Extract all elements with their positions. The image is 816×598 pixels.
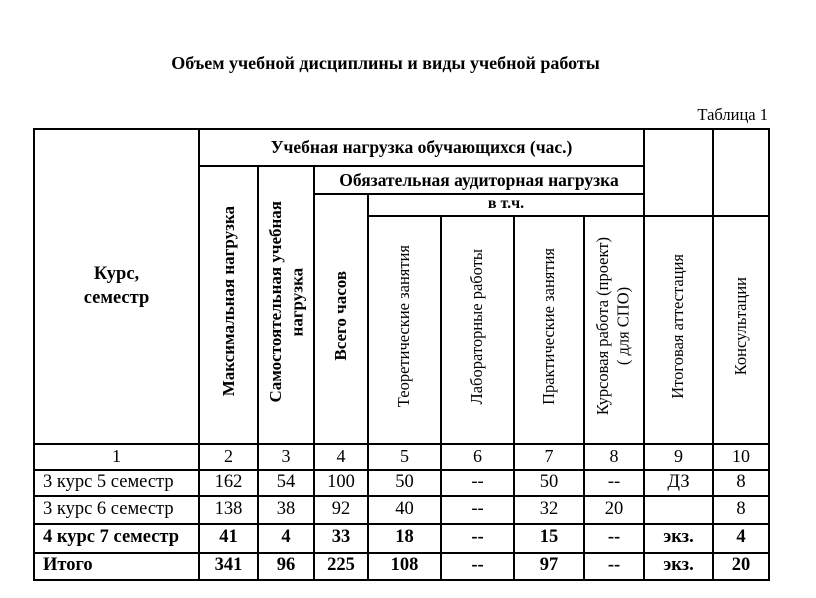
cell-value: 50 [513,468,585,497]
row-label: 4 курс 7 семестр [33,522,200,554]
column-number: 9 [643,442,714,471]
cell-value: -- [583,522,645,554]
column-number: 3 [257,442,315,471]
header-including: в т.ч. [367,192,645,217]
cell-value: -- [583,551,645,581]
column-number: 2 [198,442,259,471]
document-page: Объем учебной дисциплины и виды учебной … [33,0,770,581]
header-consultations: Консультации [730,277,750,376]
header-total-hours: Всего часов [331,270,351,361]
study-load-table: Курс, семестр Учебная нагрузка обучающих… [33,127,770,581]
column-number: 1 [33,442,200,471]
header-cell-max-load: Максимальная нагрузка [198,164,259,445]
page-title: Объем учебной дисциплины и виды учебной … [171,53,600,73]
cell-value: 20 [712,551,770,581]
table-row-total: Итого 341 96 225 108 -- 97 -- экз. 20 [33,551,770,581]
column-numbers-row: 1 2 3 4 5 6 7 8 9 10 [33,442,770,471]
column-number: 4 [313,442,369,471]
header-empty-col9 [643,127,714,217]
cell-value: ДЗ [643,468,714,497]
header-cell-course-work: Курсовая работа (проект) ( для СПО) [583,214,645,445]
cell-value: -- [440,522,515,554]
cell-value: 8 [712,468,770,497]
header-mandatory-load: Обязательная аудиторная нагрузка [313,164,645,195]
cell-value: 341 [198,551,259,581]
header-cell-theory: Теоретические занятия [367,214,442,445]
column-number: 5 [367,442,442,471]
column-number: 8 [583,442,645,471]
header-lab: Лабораторные работы [467,248,487,405]
cell-value: 41 [198,522,259,554]
header-cell-practice: Практические занятия [513,214,585,445]
header-course-work: Курсовая работа (проект) ( для СПО) [593,237,633,416]
column-number: 7 [513,442,585,471]
cell-value: 162 [198,468,259,497]
header-cell-consultations: Консультации [712,214,770,445]
cell-value: 40 [367,494,442,525]
header-cell-final-attestation: Итоговая аттестация [643,214,714,445]
cell-value: 8 [712,494,770,525]
cell-value: 100 [313,468,369,497]
cell-value: 97 [513,551,585,581]
column-number: 10 [712,442,770,471]
cell-value: экз. [643,551,714,581]
cell-value: 32 [513,494,585,525]
header-max-load: Максимальная нагрузка [218,206,238,397]
header-final-attestation: Итоговая аттестация [668,254,688,399]
cell-value: -- [440,551,515,581]
cell-value: 20 [583,494,645,525]
cell-value: 33 [313,522,369,554]
table-row: 3 курс 5 семестр 162 54 100 50 -- 50 -- … [33,468,770,497]
header-empty-col10 [712,127,770,217]
cell-value: -- [440,494,515,525]
cell-value: 4 [712,522,770,554]
cell-value: -- [583,468,645,497]
cell-value: экз. [643,522,714,554]
cell-value: 4 [257,522,315,554]
table-caption: Таблица 1 [697,104,768,124]
header-cell-lab: Лабораторные работы [440,214,515,445]
cell-value: 92 [313,494,369,525]
cell-value [643,494,714,525]
header-study-load: Учебная нагрузка обучающихся (час.) [198,127,645,167]
cell-value: 54 [257,468,315,497]
row-label: 3 курс 6 семестр [33,494,200,525]
header-self-study: Самостоятельная учебная нагрузка [265,200,306,403]
table-row: 3 курс 6 семестр 138 38 92 40 -- 32 20 8 [33,494,770,525]
cell-value: -- [440,468,515,497]
cell-value: 225 [313,551,369,581]
cell-value: 38 [257,494,315,525]
cell-value: 138 [198,494,259,525]
row-label: Итого [33,551,200,581]
row-label: 3 курс 5 семестр [33,468,200,497]
cell-value: 50 [367,468,442,497]
table-row: 4 курс 7 семестр 41 4 33 18 -- 15 -- экз… [33,522,770,554]
header-practice: Практические занятия [538,248,558,405]
column-number: 6 [440,442,515,471]
cell-value: 108 [367,551,442,581]
header-theory: Теоретические занятия [394,245,414,408]
cell-value: 15 [513,522,585,554]
cell-value: 96 [257,551,315,581]
header-cell-self-study: Самостоятельная учебная нагрузка [257,164,315,445]
header-cell-total-hours: Всего часов [313,192,369,445]
header-course-semester: Курс, семестр [33,127,200,445]
cell-value: 18 [367,522,442,554]
